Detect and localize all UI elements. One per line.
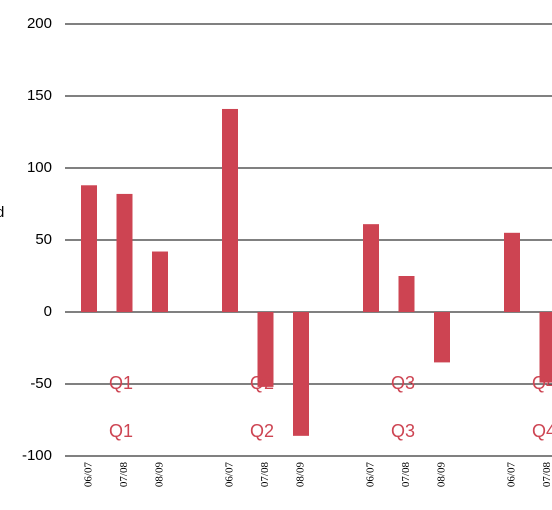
bar	[539, 312, 552, 383]
bar	[116, 193, 133, 312]
group-label: Q3	[391, 373, 415, 393]
x-tick-label: 07/08	[118, 462, 130, 488]
group-label: Q3	[391, 421, 415, 441]
group-label: Q1	[109, 421, 133, 441]
y-tick-label: 50	[35, 231, 52, 248]
y-tick-label: 0	[44, 303, 52, 320]
bar	[504, 232, 520, 312]
y-tick-label: -100	[22, 447, 52, 464]
x-tick-label: 08/09	[436, 462, 448, 488]
bar	[257, 312, 274, 387]
bar	[222, 108, 238, 313]
bar	[152, 251, 168, 312]
group-label: Q4	[532, 421, 552, 441]
bar	[81, 185, 97, 312]
x-tick-label: 06/07	[365, 462, 377, 488]
bar	[398, 276, 415, 312]
y-tick-label: 200	[27, 15, 52, 32]
group-label: Q1	[109, 373, 133, 393]
x-tick-label: 08/09	[295, 462, 307, 488]
axis-label-fragment: d	[0, 204, 4, 221]
bar	[363, 224, 379, 312]
x-tick-label: 06/07	[506, 462, 518, 488]
group-label: Q2	[250, 421, 274, 441]
y-tick-label: 150	[27, 87, 52, 104]
x-tick-label: 07/08	[400, 462, 412, 488]
group-label: Q2	[250, 373, 274, 393]
group-label: Q4	[532, 373, 552, 393]
y-tick-label: 100	[27, 159, 52, 176]
bar	[293, 312, 309, 436]
bar	[434, 312, 450, 363]
x-tick-label: 06/07	[83, 462, 95, 488]
x-tick-label: 07/08	[259, 462, 271, 488]
x-tick-label: 06/07	[224, 462, 236, 488]
x-tick-label: 08/09	[154, 462, 166, 488]
x-tick-label: 07/08	[541, 462, 552, 488]
y-tick-label: -50	[30, 375, 52, 392]
